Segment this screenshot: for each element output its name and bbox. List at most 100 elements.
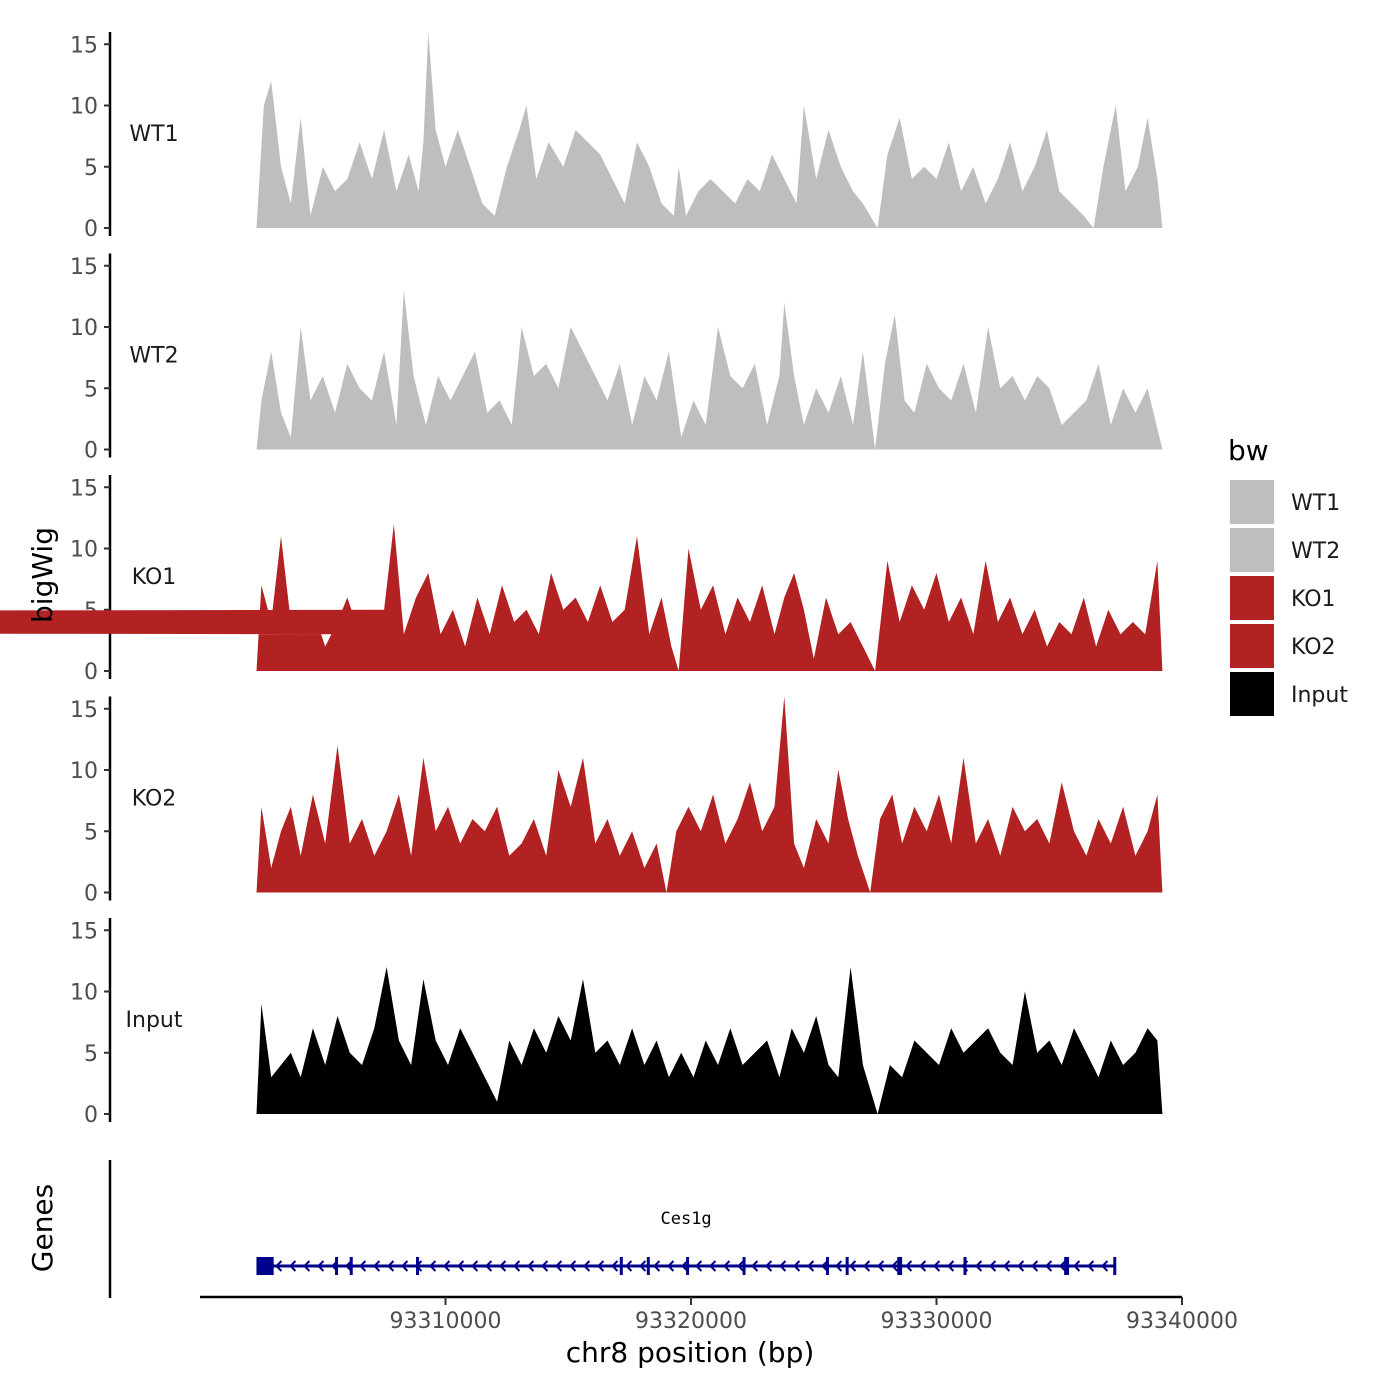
gene-exon: [619, 1257, 623, 1275]
coverage-area-wt2: [256, 290, 1163, 450]
gene-ces1g: Ces1g: [256, 1209, 1117, 1275]
x-tick-label: 93320000: [635, 1309, 747, 1334]
legend-label-wt2: WT2: [1291, 539, 1340, 564]
gene-strand-arrow: [373, 1260, 381, 1272]
gene-strand-arrow: [569, 1260, 577, 1272]
legend-swatch-input: [1230, 672, 1274, 716]
gene-strand-arrow: [723, 1260, 731, 1272]
legend-label-ko2: KO2: [1291, 635, 1336, 660]
gene-strand-arrow: [933, 1260, 941, 1272]
gene-strand-arrow: [1101, 1260, 1109, 1272]
gene-strand-arrow: [317, 1260, 325, 1272]
gene-strand-arrow: [989, 1260, 997, 1272]
gene-strand-arrow: [751, 1260, 759, 1272]
gene-strand-arrow: [289, 1260, 297, 1272]
coverage-area-ko1: [0, 524, 1163, 671]
y-tick-label: 0: [84, 660, 98, 685]
y-tick-label: 0: [84, 882, 98, 907]
legend-swatch-ko1: [1230, 576, 1274, 620]
gene-exon: [826, 1257, 830, 1275]
x-axis: 93310000 93320000 93330000 93340000: [200, 1295, 1238, 1334]
legend-swatch-wt1: [1230, 480, 1274, 524]
coverage-area-wt1: [256, 32, 1163, 228]
legend: bw WT1 WT2 KO1 KO2 Input: [1228, 434, 1348, 716]
y-tick-label: 5: [84, 377, 98, 402]
gene-strand-arrow: [303, 1260, 311, 1272]
gene-strand-arrow: [821, 1260, 829, 1272]
gene-strand-arrow: [625, 1260, 633, 1272]
gene-strand-arrow: [457, 1260, 465, 1272]
gene-exon: [742, 1257, 746, 1275]
gene-strand-arrow: [443, 1260, 451, 1272]
legend-label-ko1: KO1: [1291, 587, 1336, 612]
gene-exon: [845, 1257, 849, 1275]
gene-strand-arrow: [639, 1260, 647, 1272]
x-tick-label: 93340000: [1126, 1309, 1238, 1334]
gene-strand-arrow: [513, 1260, 521, 1272]
gene-strand-arrow: [1045, 1260, 1053, 1272]
y-tick-label: 5: [84, 1042, 98, 1067]
gene-strand-arrow: [471, 1260, 479, 1272]
y-tick-label: 15: [70, 33, 98, 58]
gene-strand-arrow: [891, 1260, 899, 1272]
gene-strand-arrow: [429, 1260, 437, 1272]
y-tick-label: 5: [84, 156, 98, 181]
gene-exon: [416, 1257, 420, 1275]
gene-strand-arrow: [1059, 1260, 1067, 1272]
gene-strand-arrow: [807, 1260, 815, 1272]
y-tick-label: 0: [84, 1103, 98, 1128]
gene-exon: [963, 1257, 967, 1275]
gene-strand-arrow: [541, 1260, 549, 1272]
y-axis-title: bigWig: [26, 527, 59, 623]
y-tick-label: 10: [70, 316, 98, 341]
y-tick-label: 10: [70, 981, 98, 1006]
gene-strand-arrow: [919, 1260, 927, 1272]
gene-strand-arrow: [359, 1260, 367, 1272]
gene-exon: [897, 1257, 903, 1275]
legend-title: bw: [1228, 434, 1269, 467]
gene-strand-arrow: [611, 1260, 619, 1272]
y-tick-label: 10: [70, 95, 98, 120]
gene-strand-arrow: [779, 1260, 787, 1272]
track-panel-ko2: 0 5 10 15 KO2: [70, 696, 1163, 907]
gene-strand-arrow: [695, 1260, 703, 1272]
x-tick-label: 93310000: [390, 1309, 502, 1334]
gene-track: Ces1g: [108, 1160, 1117, 1298]
gene-exon: [335, 1257, 339, 1275]
gene-strand-arrow: [275, 1260, 283, 1272]
track-panel-ko1: 051015KO1: [0, 475, 1163, 685]
track-label-wt2: WT2: [129, 344, 178, 369]
track-panels: 051015WT1051015WT2051015KO1051015KO20510…: [0, 32, 1163, 1128]
coverage-area-input: [256, 967, 1163, 1114]
gene-strand-arrow: [401, 1260, 409, 1272]
legend-label-wt1: WT1: [1291, 491, 1340, 516]
track-panel-wt2: 0 5 10 15 WT2: [70, 253, 1163, 464]
y-tick-label: 15: [70, 255, 98, 280]
gene-track-title: Genes: [26, 1184, 59, 1272]
gene-strand-arrow: [835, 1260, 843, 1272]
y-tick-label: 15: [70, 476, 98, 501]
gene-strand-arrow: [1073, 1260, 1081, 1272]
y-tick-label: 15: [70, 698, 98, 723]
gene-strand-arrow: [555, 1260, 563, 1272]
gene-strand-arrow: [527, 1260, 535, 1272]
gene-strand-arrow: [975, 1260, 983, 1272]
gene-strand-arrow: [681, 1260, 689, 1272]
gene-strand-arrow: [499, 1260, 507, 1272]
gene-exon: [1113, 1257, 1117, 1275]
track-label-ko1: KO1: [132, 565, 177, 590]
gene-strand-arrow: [737, 1260, 745, 1272]
gene-strand-arrow: [1017, 1260, 1025, 1272]
track-panel-input: 0 5 10 15 Input: [70, 918, 1163, 1128]
gene-strand-arrow: [583, 1260, 591, 1272]
gene-strand-arrow: [765, 1260, 773, 1272]
gene-strand-arrow: [653, 1260, 661, 1272]
gene-strand-arrow: [947, 1260, 955, 1272]
gene-exon: [1064, 1257, 1070, 1275]
y-tick-label: 15: [70, 919, 98, 944]
y-tick-label: 10: [70, 538, 98, 563]
gene-strand-arrow: [485, 1260, 493, 1272]
y-tick-label: 0: [84, 439, 98, 464]
gene-label: Ces1g: [660, 1209, 711, 1229]
